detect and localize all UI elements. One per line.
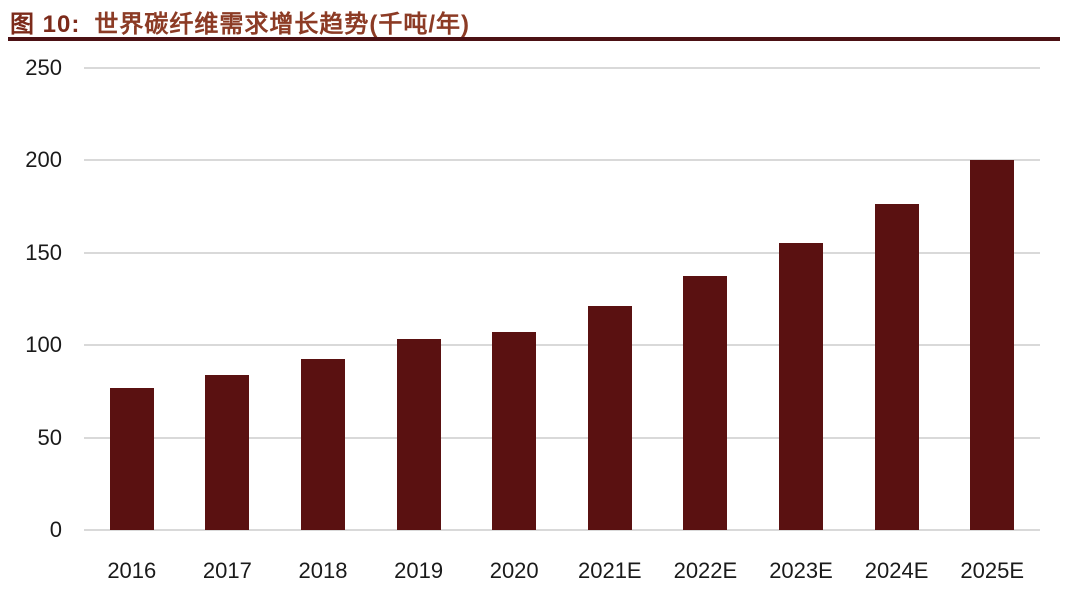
- x-tick-label-2022E: 2022E: [673, 558, 738, 583]
- x-tick-label-2024E: 2024E: [864, 558, 929, 583]
- x-tick-label-2021E: 2021E: [577, 558, 642, 583]
- y-tick-label-200: 200: [25, 147, 62, 173]
- x-tick-label-2020: 2020: [489, 558, 539, 583]
- bar-2020: [492, 332, 537, 530]
- gridline-250: [84, 67, 1040, 69]
- y-tick-label-50: 50: [37, 424, 62, 450]
- y-tick-label-150: 150: [25, 239, 62, 265]
- gridline-0: [84, 529, 1040, 531]
- bar-2025E: [970, 160, 1015, 530]
- gridline-200: [84, 159, 1040, 162]
- bar-2019: [396, 338, 441, 530]
- bar-chart: 0 50 100 150 200 250 2016 2017 2018 2019 2020 2021E…: [0, 44, 1068, 594]
- bar-2021E: [587, 306, 632, 530]
- y-tick-label-100: 100: [25, 332, 62, 358]
- bar-2024E: [874, 203, 919, 530]
- bar-2016: [109, 387, 154, 530]
- figure-title-text: 世界碳纤维需求增长趋势(千吨/年): [94, 11, 471, 38]
- bar-2018: [301, 359, 345, 530]
- gridline-50: [84, 436, 1040, 439]
- x-tick-label-2018: 2018: [298, 558, 348, 583]
- bar-2022E: [683, 275, 728, 530]
- x-tick-label-2016: 2016: [107, 558, 157, 583]
- gridline-100: [84, 344, 1040, 347]
- y-tick-label-250: 250: [25, 55, 62, 80]
- y-tick-label-0: 0: [49, 517, 62, 542]
- title-divider: [8, 37, 1060, 41]
- x-tick-label-2019: 2019: [394, 558, 444, 583]
- x-tick-label-2023E: 2023E: [769, 558, 833, 583]
- figure-number-label: 图 10:: [10, 11, 81, 38]
- bar-2023E: [779, 242, 823, 530]
- x-tick-label-2025E: 2025E: [960, 558, 1024, 583]
- bar-2017: [205, 374, 250, 530]
- gridline-150: [84, 251, 1040, 254]
- figure-header: 图 10: 世界碳纤维需求增长趋势(千吨/年): [10, 4, 470, 39]
- x-tick-label-2017: 2017: [202, 558, 252, 583]
